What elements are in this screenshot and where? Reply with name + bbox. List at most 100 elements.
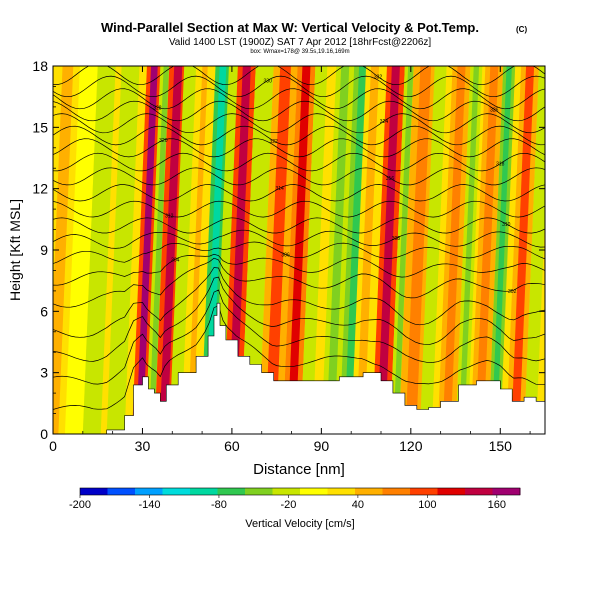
field-band-14 <box>287 66 311 434</box>
field-band-6 <box>159 66 183 434</box>
colorbar-tick-label--80: -80 <box>211 499 227 511</box>
theta-label-5: 304 <box>171 257 180 263</box>
y-axis-label: Height [Kft MSL] <box>7 199 23 301</box>
theta-contour-0 <box>53 305 545 410</box>
y-tick-label-15: 15 <box>32 119 48 135</box>
theta-contour-labels: 302 304 306 308 310 312 314 316 318 320 322 324 326 3… <box>153 75 516 295</box>
x-tick-label-30: 30 <box>135 438 151 454</box>
x-tick-label-120: 120 <box>399 438 423 454</box>
theta-contour-15 <box>53 113 545 134</box>
chart-subtitle: Valid 1400 LST (1900Z) SAT 7 Apr 2012 [1… <box>169 37 432 48</box>
colorbar-swatch-13 <box>437 488 466 495</box>
field-band-13 <box>265 66 291 434</box>
field-band-19 <box>376 66 400 434</box>
field-band-0 <box>53 66 74 434</box>
x-tick-label-90: 90 <box>314 438 330 454</box>
theta-contour-17 <box>53 88 545 110</box>
field-band-2 <box>87 66 111 434</box>
field-band-20 <box>393 66 414 434</box>
colorbar-swatch-6 <box>245 488 273 495</box>
theta-label-19: 332 <box>374 75 383 81</box>
theta-contour-4 <box>53 257 545 308</box>
theta-label-9: 312 <box>165 214 174 220</box>
theta-contour-12 <box>53 152 545 172</box>
x-tick-label-60: 60 <box>224 438 240 454</box>
colorbar: -200 -140 -80 -20 40 100 160 <box>69 487 521 511</box>
theta-contour-2 <box>53 276 545 362</box>
colorbar-swatch-9 <box>327 488 356 495</box>
colorbar-label: Vertical Velocity [cm/s] <box>245 518 354 530</box>
theta-contour-13 <box>53 138 545 158</box>
colorbar-swatch-7 <box>272 488 301 495</box>
field-band-27 <box>511 66 535 434</box>
field-band-22 <box>423 66 444 434</box>
colorbar-swatch-3 <box>162 488 191 495</box>
y-tick-label-18: 18 <box>32 58 48 74</box>
theta-label-14: 322 <box>269 139 278 145</box>
theta-label-17: 328 <box>153 105 162 111</box>
theta-contour-16 <box>53 100 545 122</box>
chart-title: Wind-Parallel Section at Max W: Vertical… <box>101 20 479 35</box>
y-tick-label-0: 0 <box>40 426 48 442</box>
theta-contour-5 <box>53 253 545 286</box>
theta-contour-9 <box>53 200 545 218</box>
colorbar-swatch-5 <box>217 488 246 495</box>
velocity-field <box>53 66 545 434</box>
colorbar-tick-label--200: -200 <box>69 499 91 511</box>
theta-contour-8 <box>53 217 545 234</box>
field-band-25 <box>475 66 499 434</box>
theta-label-13: 320 <box>159 138 168 144</box>
theta-contour-11 <box>53 167 545 186</box>
terrain <box>53 302 546 435</box>
field-band-1 <box>69 66 93 434</box>
y-tick-label-6: 6 <box>40 303 48 319</box>
field-band-7 <box>172 66 193 434</box>
theta-label-15: 324 <box>380 119 389 125</box>
colorbar-swatch-2 <box>135 488 163 495</box>
field-band-12 <box>245 66 269 434</box>
colorbar-swatch-11 <box>382 488 411 495</box>
y-tick-label-9: 9 <box>40 242 48 258</box>
colorbar-frame <box>79 487 521 496</box>
theta-contour-6 <box>53 241 545 264</box>
colorbar-tick-label-160: 160 <box>488 499 506 511</box>
colorbar-swatch-4 <box>190 488 218 495</box>
y-tick-label-12: 12 <box>32 181 48 197</box>
field-band-3 <box>111 66 135 434</box>
theta-contours <box>53 66 545 410</box>
theta-label-7: 308 <box>392 236 401 242</box>
colorbar-swatch-12 <box>410 488 438 495</box>
colorbar-swatch-0 <box>80 488 108 495</box>
theta-contour-10 <box>53 184 545 202</box>
theta-label-16: 326 <box>490 107 499 113</box>
colorbar-tick-label-40: 40 <box>352 499 364 511</box>
chart-subsubtitle: box: Wmax=178@ 39.5s,19.16,169m <box>250 49 349 55</box>
x-axis-label: Distance [nm] <box>253 461 345 478</box>
theta-label-6: 306 <box>281 253 290 259</box>
theta-label-8: 310 <box>502 222 511 228</box>
theta-contour-1 <box>53 289 545 385</box>
colorbar-tick-label--140: -140 <box>138 499 160 511</box>
colorbar-tick-label-100: 100 <box>418 499 436 511</box>
theta-contour-3 <box>53 267 545 338</box>
field-band-8 <box>187 66 208 434</box>
colorbar-swatch-15 <box>492 488 521 495</box>
colorbar-swatch-14 <box>465 488 493 495</box>
colorbar-swatch-1 <box>107 488 136 495</box>
field-band-23 <box>442 66 466 434</box>
chart-title-mark: (C) <box>516 25 527 34</box>
x-tick-label-150: 150 <box>489 438 513 454</box>
theta-label-10: 314 <box>275 186 284 192</box>
field-band-15 <box>303 66 325 434</box>
field-band-5 <box>148 66 169 434</box>
field-band-16 <box>326 66 350 434</box>
colorbar-swatch-10 <box>355 488 383 495</box>
theta-label-12: 318 <box>496 162 505 168</box>
colorbar-swatch-8 <box>300 488 328 495</box>
theta-contour-19 <box>53 66 545 86</box>
theta-contour-14 <box>53 125 545 146</box>
theta-contour-7 <box>53 229 545 249</box>
field-band-24 <box>458 66 480 434</box>
theta-contour-18 <box>53 75 545 98</box>
